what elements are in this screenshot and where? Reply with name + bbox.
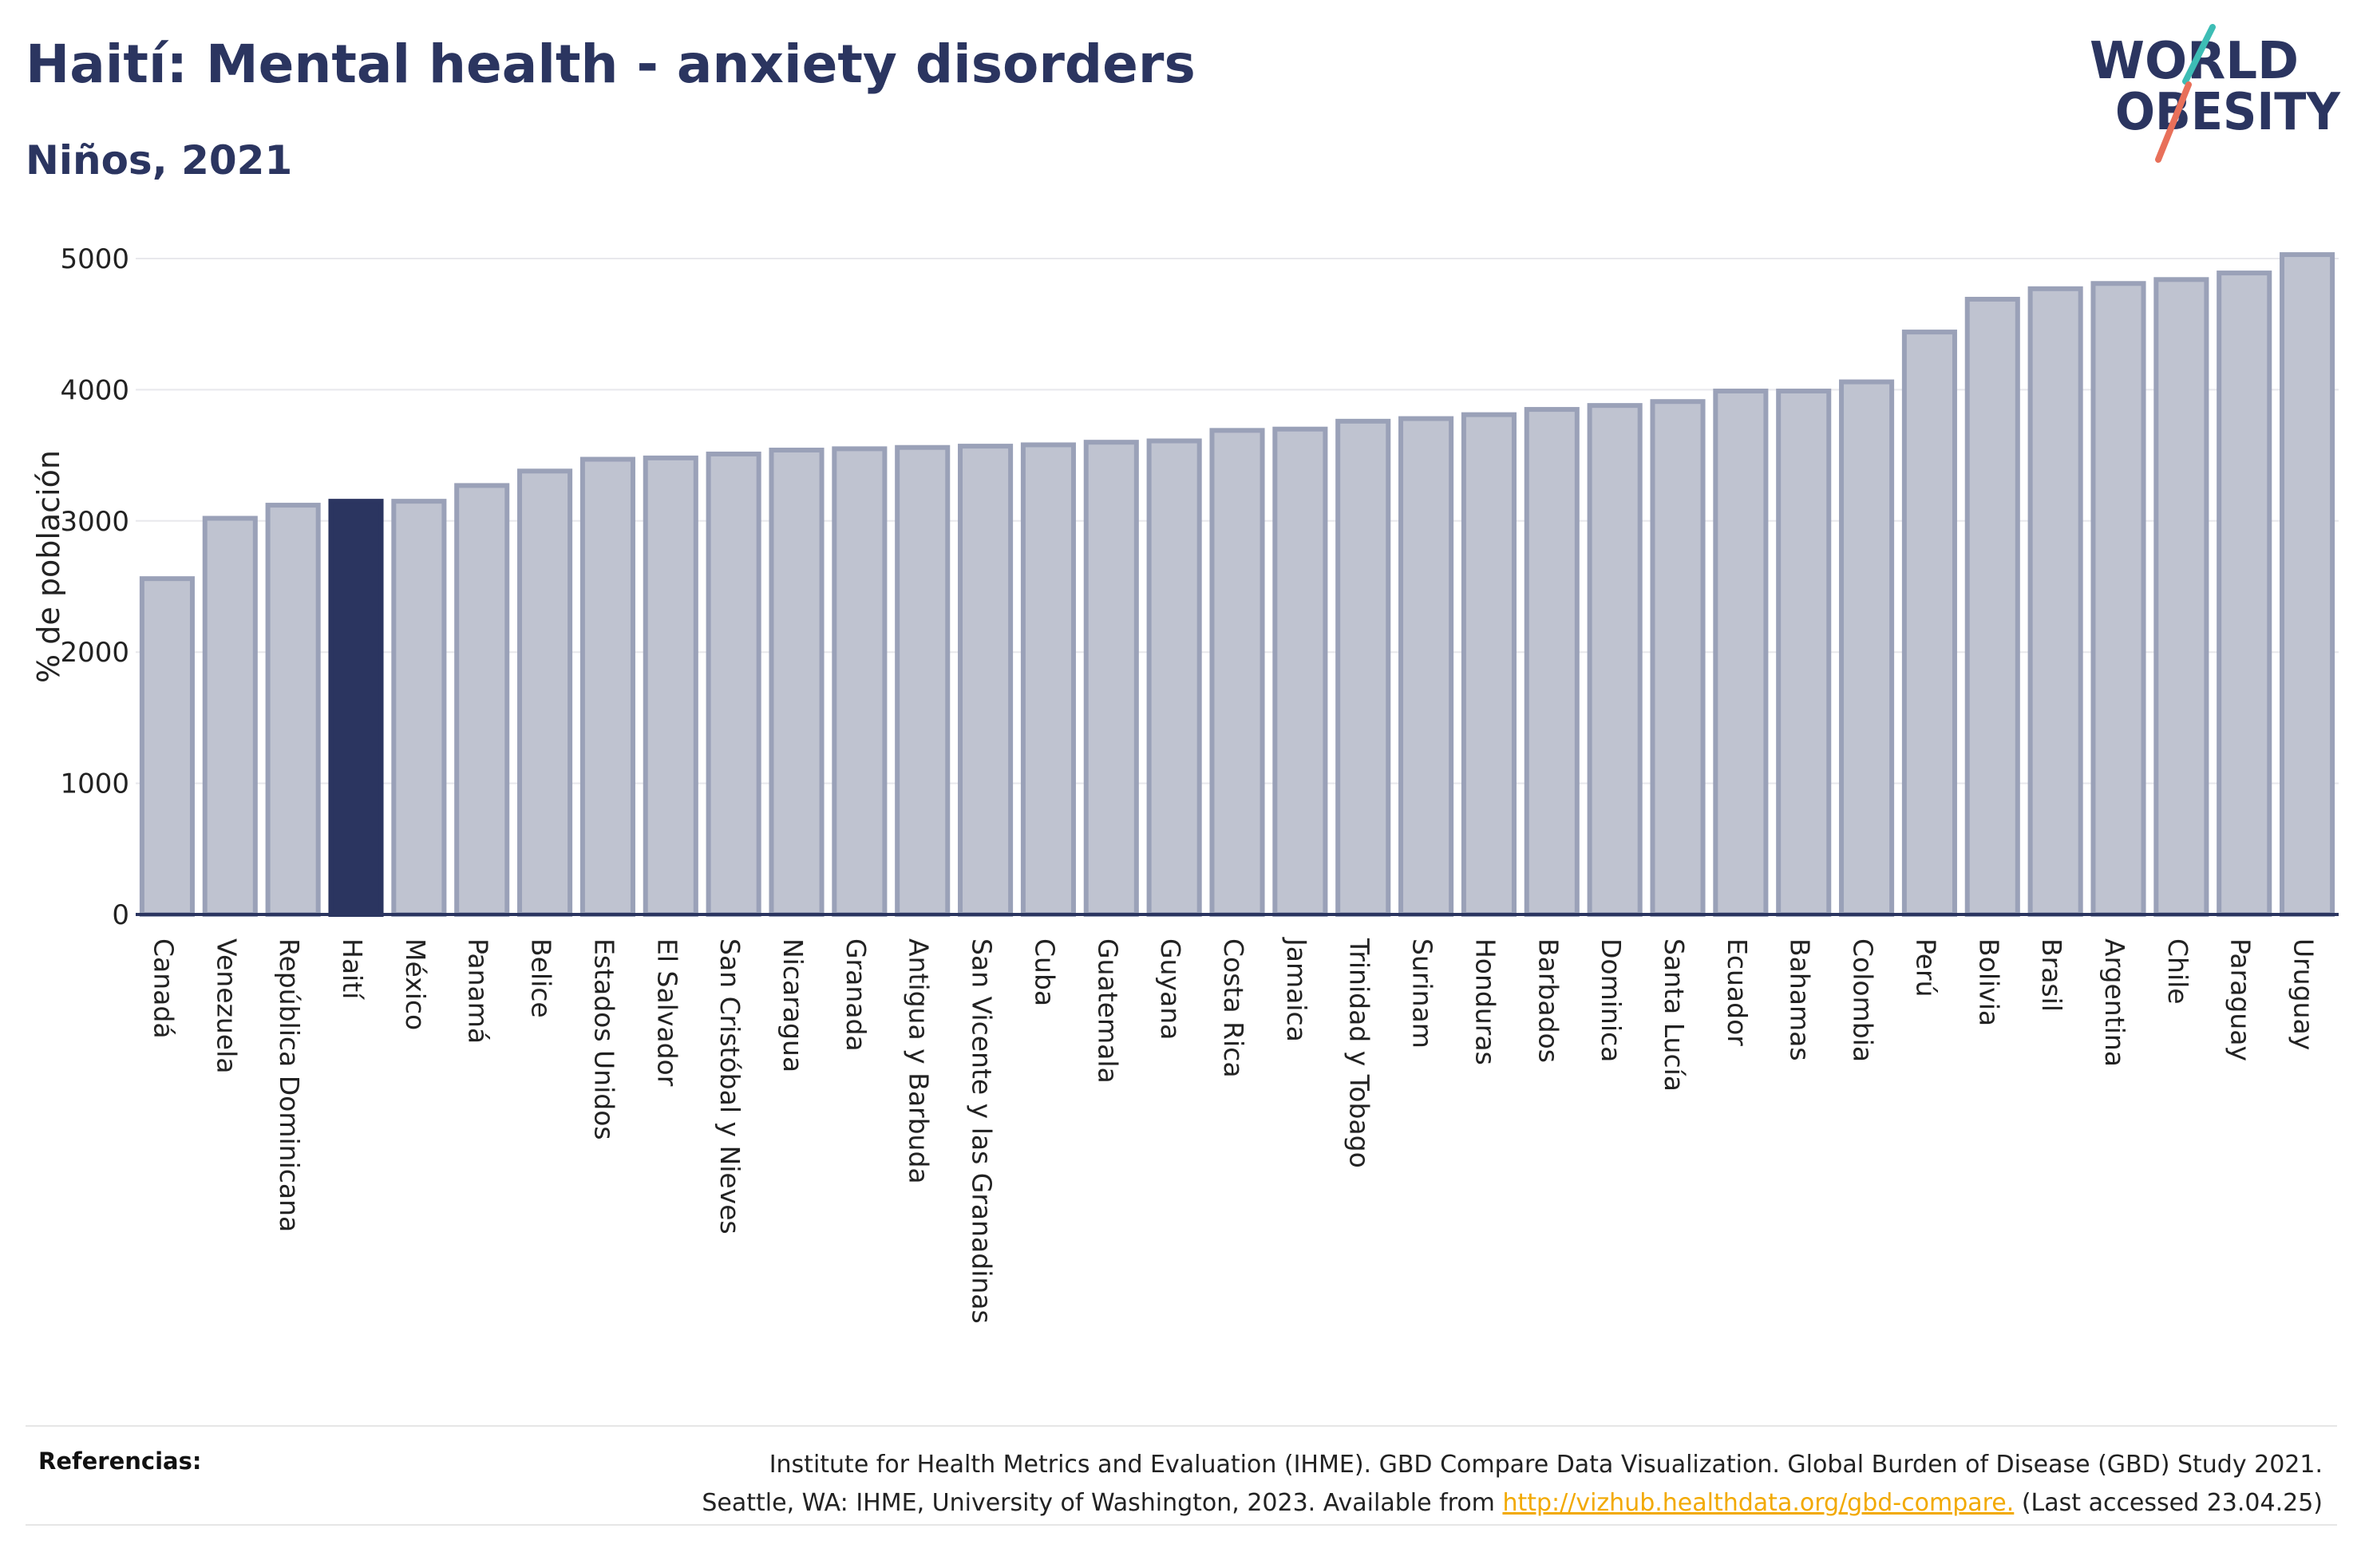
x-tick-label-34: Uruguay <box>2288 938 2319 1050</box>
x-tick-label-22: Barbados <box>1532 938 1564 1063</box>
bar-14 <box>1020 442 1076 917</box>
x-tick-label-8: El Salvador <box>651 938 682 1087</box>
chart-title: Haití: Mental health - anxiety disorders <box>26 34 1196 95</box>
x-tick-label-6: Belice <box>526 938 557 1018</box>
x-tick-label-0: Canadá <box>148 938 179 1039</box>
bar-10 <box>769 448 825 917</box>
bar-4 <box>391 499 447 917</box>
x-tick-label-17: Costa Rica <box>1218 938 1249 1078</box>
y-tick-label-0: 0 <box>112 899 129 931</box>
x-tick-label-11: Granada <box>840 938 872 1052</box>
x-tick-label-7: Estados Unidos <box>588 938 619 1140</box>
x-tick-label-33: Paraguay <box>2225 938 2256 1061</box>
bar-28 <box>1901 330 1957 917</box>
bar-9 <box>706 451 761 917</box>
bar-2 <box>265 503 321 917</box>
bar-12 <box>895 444 951 917</box>
bar-0 <box>139 576 195 917</box>
citation-line-1: Institute for Health Metrics and Evaluat… <box>769 1451 2323 1479</box>
references-citation: Institute for Health Metrics and Evaluat… <box>487 1446 2323 1523</box>
x-tick-label-29: Bolivia <box>1973 938 2004 1026</box>
x-tick-label-13: San Vicente y las Granadinas <box>967 938 998 1324</box>
x-tick-label-4: México <box>400 938 431 1030</box>
footer-top-rule <box>26 1425 2337 1427</box>
x-tick-label-24: Santa Lucía <box>1659 938 1690 1092</box>
x-tick-label-10: Nicaragua <box>777 938 809 1072</box>
x-tick-label-32: Chile <box>2162 938 2193 1005</box>
x-tick-label-20: Surinam <box>1407 938 1438 1049</box>
x-tick-label-23: Dominica <box>1596 938 1627 1062</box>
x-tick-label-9: San Cristóbal y Nieves <box>714 938 745 1234</box>
bar-27 <box>1839 379 1895 917</box>
bar-26 <box>1776 389 1832 917</box>
citation-line-2: Seattle, WA: IHME, University of Washing… <box>487 1484 2323 1523</box>
x-tick-label-31: Argentina <box>2099 938 2130 1067</box>
x-tick-label-27: Colombia <box>1848 938 1879 1062</box>
bar-25 <box>1713 389 1769 917</box>
y-tick-label-5: 5000 <box>60 243 129 275</box>
x-tick-label-18: Jamaica <box>1281 937 1312 1042</box>
y-tick-label-4: 4000 <box>60 374 129 406</box>
bar-30 <box>2027 286 2083 917</box>
world-obesity-logo: WORLD OBESITY <box>2090 24 2341 163</box>
bar-18 <box>1272 426 1328 917</box>
logo-slash-teal <box>2182 24 2216 85</box>
bar-32 <box>2153 277 2209 917</box>
x-tick-label-14: Cuba <box>1029 938 1060 1006</box>
x-tick-label-26: Bahamas <box>1785 938 1816 1061</box>
y-tick-label-3: 3000 <box>60 506 129 538</box>
y-axis-ticks: 0 1000 2000 3000 4000 5000 <box>60 243 129 931</box>
x-tick-label-19: Trinidad y Tobago <box>1344 938 1375 1168</box>
y-tick-label-1: 1000 <box>60 768 129 800</box>
bar-23 <box>1587 403 1643 917</box>
x-tick-label-2: República Dominicana <box>274 938 305 1232</box>
logo-slash-coral <box>2155 81 2192 163</box>
x-tick-label-3: Haití <box>337 938 368 1001</box>
citation-suffix: (Last accessed 23.04.25) <box>2014 1489 2323 1517</box>
x-axis-labels: Canadá Venezuela República Dominicana Haití… <box>148 937 2319 1324</box>
y-axis-title: % de población <box>31 450 66 683</box>
x-tick-label-12: Antigua y Barbuda <box>904 938 935 1184</box>
footer-bottom-rule <box>26 1524 2337 1526</box>
x-tick-label-21: Honduras <box>1469 938 1501 1065</box>
bar-13 <box>958 444 1014 917</box>
y-tick-label-2: 2000 <box>60 637 129 669</box>
x-tick-label-1: Venezuela <box>211 938 242 1073</box>
bar-chart: 0 1000 2000 3000 4000 5000 Canadá Venezuela Rep… <box>31 243 2339 1324</box>
bar-33 <box>2217 271 2272 918</box>
bar-21 <box>1461 412 1517 917</box>
bar-24 <box>1650 399 1706 918</box>
references-label: Referencias: <box>38 1448 202 1475</box>
x-tick-label-15: Guatemala <box>1092 938 1123 1084</box>
bar-6 <box>517 468 573 917</box>
bar-11 <box>832 446 888 917</box>
x-tick-label-28: Perú <box>1910 938 1941 997</box>
x-tick-label-30: Brasil <box>2036 938 2067 1012</box>
bar-20 <box>1398 416 1454 917</box>
logo-line-2: OBESITY <box>2115 83 2341 142</box>
bar-16 <box>1146 438 1202 917</box>
citation-link[interactable]: http://vizhub.healthdata.org/gbd-compare… <box>1502 1489 2015 1517</box>
bar-5 <box>454 483 510 917</box>
bar-22 <box>1524 407 1580 917</box>
bar-15 <box>1083 440 1139 917</box>
bar-31 <box>2090 281 2146 917</box>
x-tick-label-16: Guyana <box>1155 938 1186 1040</box>
bar-34 <box>2280 252 2335 917</box>
bars <box>139 252 2335 918</box>
chart-subtitle: Niños, 2021 <box>26 137 293 184</box>
bar-3 <box>328 499 384 917</box>
x-tick-label-5: Panamá <box>463 938 494 1044</box>
bar-19 <box>1335 418 1391 917</box>
citation-prefix: Seattle, WA: IHME, University of Washing… <box>702 1489 1503 1517</box>
bar-8 <box>643 455 698 917</box>
x-tick-label-25: Ecuador <box>1722 938 1753 1046</box>
bar-29 <box>1964 296 2020 917</box>
bar-7 <box>579 456 635 917</box>
bar-17 <box>1209 428 1265 917</box>
bar-1 <box>202 515 258 918</box>
